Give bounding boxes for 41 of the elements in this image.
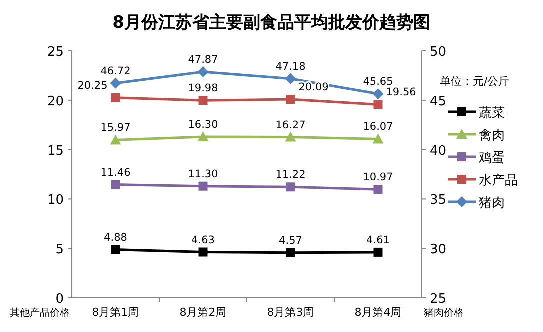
point xyxy=(285,132,296,142)
point xyxy=(198,182,208,191)
legend-label: 鸡蛋 xyxy=(478,151,505,166)
point xyxy=(198,131,209,142)
legend-label: 禽肉 xyxy=(479,128,505,144)
y2-tick-label: 45 xyxy=(430,94,447,110)
legend-label: 蔬菜 xyxy=(479,106,505,121)
point xyxy=(111,93,120,102)
y2-tick-label: 50 xyxy=(430,45,447,60)
y2-tick-label: 35 xyxy=(430,193,447,208)
point xyxy=(374,185,383,194)
x-tick-label: 8月第1周 xyxy=(92,306,140,319)
y-tick-label: 5 xyxy=(56,242,64,258)
y-tick-label: 10 xyxy=(47,193,64,208)
legend-label: 猪肉 xyxy=(479,196,505,211)
y-tick-label: 25 xyxy=(47,45,64,60)
point xyxy=(110,134,122,145)
y2-axis-title: 猪肉价格 xyxy=(424,307,464,319)
point xyxy=(198,96,208,106)
y-tick-label: 0 xyxy=(56,292,64,307)
y-tick-label: 20 xyxy=(47,94,64,110)
point xyxy=(111,180,120,190)
point xyxy=(286,95,296,104)
point xyxy=(372,134,384,144)
y2-tick-label: 30 xyxy=(430,242,447,258)
y-tick-label: 15 xyxy=(47,144,64,159)
x-tick-label: 8月第4周 xyxy=(354,306,402,319)
x-tick-label: 8月第2周 xyxy=(180,306,227,319)
point xyxy=(111,245,120,254)
y-axis-title: 其他产品价格 xyxy=(10,307,70,319)
point xyxy=(286,248,296,258)
point xyxy=(198,248,208,257)
point xyxy=(286,182,296,192)
legend-label: 水产品 xyxy=(479,174,518,188)
chart-title: 8月份江苏省主要副食品平均批发价趋势图 xyxy=(112,13,430,33)
point xyxy=(374,248,383,257)
point xyxy=(374,100,383,110)
y2-tick-label: 25 xyxy=(430,292,447,307)
x-tick-label: 8月第3周 xyxy=(267,306,314,319)
legend-title: 单位：元/公斤 xyxy=(440,75,510,88)
y2-tick-label: 40 xyxy=(430,144,447,159)
